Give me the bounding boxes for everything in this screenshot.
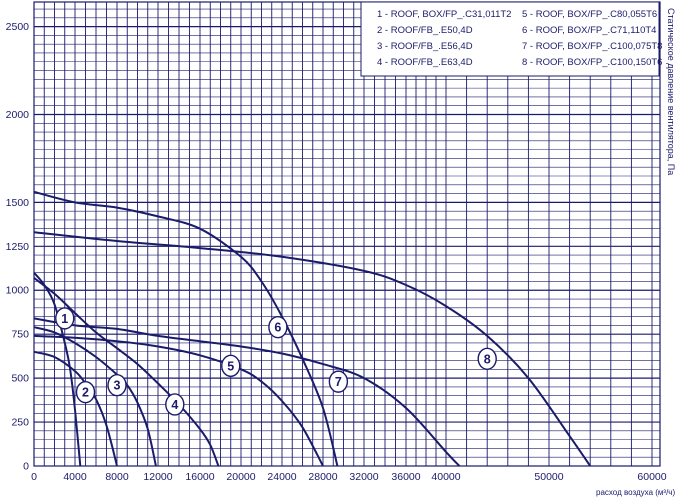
y-tick-label: 500 xyxy=(11,373,29,385)
curve-7 xyxy=(33,317,461,467)
curve-4 xyxy=(33,277,220,467)
y-tick-label: 1500 xyxy=(6,197,30,209)
x-axis-label: расход воздуха (м³/ч) xyxy=(596,488,675,497)
y-axis-label: Статическое давление вентилятора, Па xyxy=(666,8,676,175)
x-tick-label: 8000 xyxy=(105,471,129,483)
y-tick-label: 2000 xyxy=(6,109,30,121)
x-tick-label: 36000 xyxy=(391,471,420,483)
legend-entry-4: 4 - ROOF/FB_.E63,4D xyxy=(377,57,473,68)
curve-label-2: 2 xyxy=(82,386,89,400)
curve-labels: 1 2 3 4 5 6 7 8 xyxy=(55,307,497,416)
legend-entry-8: 8 - ROOF, BOX/FP_.C100,150T6 xyxy=(522,57,662,68)
curve-label-8-circle xyxy=(477,347,497,370)
y-tick-label: 1250 xyxy=(6,241,30,253)
curve-label-2-circle xyxy=(75,380,96,404)
curve-label-5-circle xyxy=(221,354,241,378)
x-tick-label: 24000 xyxy=(267,471,296,483)
x-tick-label: 60000 xyxy=(637,471,666,483)
curve-label-1-circle xyxy=(55,307,75,330)
x-tick-label: 40000 xyxy=(431,471,460,483)
performance-curves xyxy=(33,190,592,467)
y-tick-label: 0 xyxy=(23,461,29,473)
plot-frame xyxy=(33,1,661,467)
curve-label-1: 1 xyxy=(61,312,68,326)
legend-entry-5: 5 - ROOF, BOX/FP_.C80,055T6 xyxy=(522,9,657,20)
x-tick-label: 50000 xyxy=(534,471,563,483)
x-tick-label: 16000 xyxy=(185,471,214,483)
legend-entry-7: 7 - ROOF, BOX/FP_.C100,075T8 xyxy=(522,41,662,52)
y-tick-label: 1000 xyxy=(6,285,30,297)
curve-label-5: 5 xyxy=(227,359,234,373)
curve-6 xyxy=(33,190,339,467)
x-tick-label: 0 xyxy=(31,471,37,483)
curve-label-6: 6 xyxy=(274,321,281,335)
x-tick-label: 28000 xyxy=(308,471,337,483)
curve-label-4: 4 xyxy=(171,398,178,412)
x-tick-label: 12000 xyxy=(143,471,172,483)
curve-label-7-circle xyxy=(328,370,349,393)
x-tick-label: 32000 xyxy=(349,471,378,483)
curve-label-4-circle xyxy=(165,393,185,416)
curve-8 xyxy=(33,231,592,467)
y-tick-label: 250 xyxy=(11,417,29,429)
y-tick-label: 750 xyxy=(11,329,29,341)
legend-entry-6: 6 - ROOF, BOX/FP_.C71,110T4 xyxy=(522,25,656,36)
y-tick-label: 2500 xyxy=(6,21,30,33)
legend-entry-2: 2 - ROOF/FB_.E50,4D xyxy=(377,25,473,36)
legend-box: 1 - ROOF, BOX/FP_.C31,011T2 2 - ROOF/FB_… xyxy=(360,1,662,77)
curve-label-7: 7 xyxy=(335,375,342,389)
legend-entry-1: 1 - ROOF, BOX/FP_.C31,011T2 xyxy=(377,9,511,20)
axis-ticks: 0 250 500 750 1000 1250 1500 2000 2500 0 4000 8000 1… xyxy=(6,21,667,483)
curve-label-3-circle xyxy=(107,373,127,397)
curve-label-3: 3 xyxy=(114,379,121,393)
curve-label-6-circle xyxy=(268,315,288,339)
x-tick-label: 20000 xyxy=(226,471,255,483)
curve-label-8: 8 xyxy=(484,352,491,366)
x-tick-label: 4000 xyxy=(63,471,87,483)
legend-entry-3: 3 - ROOF/FB_.E56,4D xyxy=(377,41,473,52)
